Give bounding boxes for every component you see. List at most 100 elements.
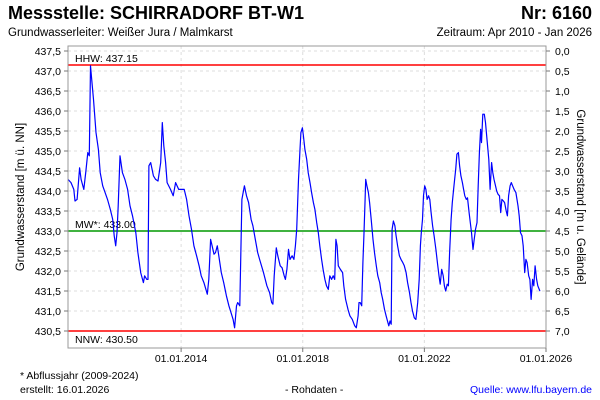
data-point [324,279,326,280]
data-point [93,99,94,100]
data-point [273,275,275,277]
data-point [89,155,90,157]
data-point [393,220,394,222]
data-point [259,259,260,260]
data-point [460,175,462,177]
aquifer-label: Grundwasserleiter: Weißer Jura / Malmkar… [8,27,233,39]
data-point [499,195,500,197]
data-point [390,323,392,325]
data-point [513,189,515,190]
data-point [272,303,274,305]
data-point [110,209,111,210]
data-point [454,177,456,179]
data-point [230,312,232,313]
data-point [515,192,517,193]
data-point [143,282,144,283]
data-point [357,315,359,317]
data-point [495,185,496,187]
data-point [237,302,238,303]
data-point [157,180,159,182]
data-point [191,229,192,230]
data-point [218,255,220,257]
data-point [366,185,368,187]
data-point [200,275,202,277]
data-point [135,232,137,233]
data-point [476,222,478,223]
data-point [435,249,437,250]
y-tick-label: 432,5 [35,246,61,258]
data-point [533,285,535,287]
data-point [520,232,521,233]
y-tick-label: 430,5 [35,326,61,338]
data-point [524,272,525,273]
data-point [384,309,385,310]
data-point [475,229,476,230]
data-point [132,215,133,217]
y2-axis-label: Grundwasserstand [m u. Gelände] [574,109,586,284]
data-point [116,232,118,233]
data-point [74,200,76,202]
data-point [426,199,428,200]
data-point [162,122,163,123]
data-point [488,159,490,160]
data-point [509,185,511,187]
data-point [322,269,324,270]
plot-frame [67,45,547,349]
y-tick-label: 431,0 [35,306,61,318]
data-point [117,205,119,207]
data-point [526,262,528,263]
data-point [466,199,467,200]
data-point [496,190,498,192]
data-point [442,275,444,277]
data-point [418,279,420,280]
data-type-label: - Rohdaten - [285,384,344,396]
y-tick-label: 436,5 [35,86,61,98]
data-point [528,275,529,277]
data-point [508,195,509,197]
data-point [303,135,304,137]
data-point [365,179,367,180]
y2-tick-label: 4,5 [555,226,570,238]
data-point [362,262,364,263]
data-point [321,259,322,260]
data-point [345,299,346,300]
x-tick-label: 01.01.2018 [276,353,329,365]
data-point [153,175,154,177]
data-point [449,252,450,253]
data-point [221,272,222,273]
data-point [193,245,195,247]
data-point [269,292,270,293]
data-point [439,283,441,285]
source-link[interactable]: Quelle: www.lfu.bayern.de [470,384,592,396]
data-point [217,245,218,247]
data-point [536,279,537,280]
data-point [421,232,422,233]
data-point [400,259,402,260]
data-point [511,182,512,183]
y2-tick-label: 3,5 [555,186,570,198]
data-point [283,275,285,277]
data-point [479,152,480,153]
data-point [363,235,365,237]
data-point [232,319,234,320]
y-tick-label: 433,5 [35,206,61,218]
data-point [380,292,382,293]
data-point [417,302,419,303]
data-point [343,285,345,287]
period-label: Zeitraum: Apr 2010 - Jan 2026 [436,27,592,39]
data-point [300,132,302,133]
data-point [98,149,99,150]
data-point [473,239,475,240]
data-point [150,162,151,163]
data-point [246,195,247,197]
x-tick-label: 01.01.2026 [520,353,573,365]
reference-lines: HHW: 437.15 MW*: 433.00 NNW: 430.50 [68,53,546,346]
data-point [165,162,166,163]
data-point [208,279,210,280]
data-point [73,189,75,190]
data-point [70,182,72,183]
data-point [122,172,123,173]
data-point [468,212,470,213]
data-point [518,215,520,217]
data-point [503,200,504,202]
